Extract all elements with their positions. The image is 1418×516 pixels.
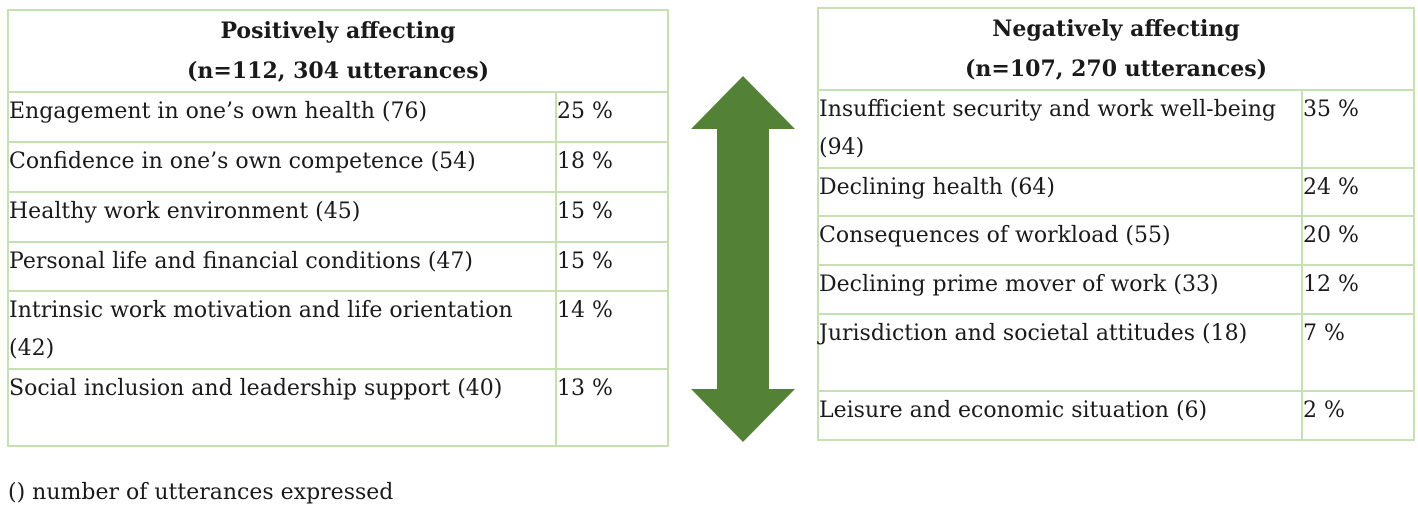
factor-label: Engagement in one’s own health (76) — [7, 91, 557, 143]
factor-percent: 25 % — [554, 91, 670, 143]
factor-label: Intrinsic work motivation and life orien… — [7, 290, 557, 370]
table-row: Declining health (64) 24 % — [817, 167, 1416, 217]
factor-percent: 15 % — [554, 191, 670, 243]
positive-header: Positively affecting (n=112, 304 utteran… — [6, 9, 670, 93]
factor-percent: 14 % — [554, 290, 670, 370]
factor-percent: 2 % — [1300, 390, 1416, 441]
factor-label: Declining health (64) — [817, 167, 1303, 217]
footnote: () number of utterances expressed — [8, 480, 394, 505]
positive-subtitle: (n=112, 304 utterances) — [187, 58, 490, 84]
positive-factors-table: Positively affecting (n=112, 304 utteran… — [6, 9, 670, 447]
table-row: Declining prime mover of work (33) 12 % — [817, 264, 1416, 315]
table-row: Confidence in one’s own competence (54) … — [7, 141, 670, 193]
factor-label: Confidence in one’s own competence (54) — [7, 141, 557, 193]
table-row: Intrinsic work motivation and life orien… — [7, 290, 670, 370]
factor-percent: 20 % — [1300, 215, 1416, 266]
negative-factors-table: Negatively affecting (n=107, 270 utteran… — [816, 7, 1416, 441]
double-arrow-shape — [691, 76, 795, 442]
factor-label: Insufficient security and work well-bein… — [817, 89, 1303, 169]
factor-label: Jurisdiction and societal attitudes (18) — [817, 313, 1303, 392]
factor-label: Social inclusion and leadership support … — [7, 368, 557, 447]
factor-percent: 15 % — [554, 241, 670, 292]
positive-header-row: Positively affecting (n=112, 304 utteran… — [6, 9, 670, 93]
table-row: Healthy work environment (45) 15 % — [7, 191, 670, 243]
table-row: Insufficient security and work well-bein… — [817, 89, 1416, 169]
negative-header-row: Negatively affecting (n=107, 270 utteran… — [816, 7, 1416, 91]
table-row: Consequences of workload (55) 20 % — [817, 215, 1416, 266]
factor-percent: 18 % — [554, 141, 670, 193]
factor-label: Leisure and economic situation (6) — [817, 390, 1303, 441]
factor-percent: 7 % — [1300, 313, 1416, 392]
factor-label: Healthy work environment (45) — [7, 191, 557, 243]
negative-header: Negatively affecting (n=107, 270 utteran… — [816, 7, 1416, 91]
positive-title: Positively affecting — [220, 18, 456, 44]
table-row: Engagement in one’s own health (76) 25 % — [7, 91, 670, 143]
negative-subtitle: (n=107, 270 utterances) — [965, 56, 1268, 82]
double-arrow-icon — [691, 76, 795, 442]
table-row: Jurisdiction and societal attitudes (18)… — [817, 313, 1416, 392]
factor-percent: 12 % — [1300, 264, 1416, 315]
factor-label: Personal life and financial conditions (… — [7, 241, 557, 292]
factor-percent: 35 % — [1300, 89, 1416, 169]
table-row: Personal life and financial conditions (… — [7, 241, 670, 292]
factor-label: Consequences of workload (55) — [817, 215, 1303, 266]
table-row: Leisure and economic situation (6) 2 % — [817, 390, 1416, 441]
factor-percent: 24 % — [1300, 167, 1416, 217]
factor-percent: 13 % — [554, 368, 670, 447]
table-row: Social inclusion and leadership support … — [7, 368, 670, 447]
factor-label: Declining prime mover of work (33) — [817, 264, 1303, 315]
negative-title: Negatively affecting — [992, 16, 1240, 42]
